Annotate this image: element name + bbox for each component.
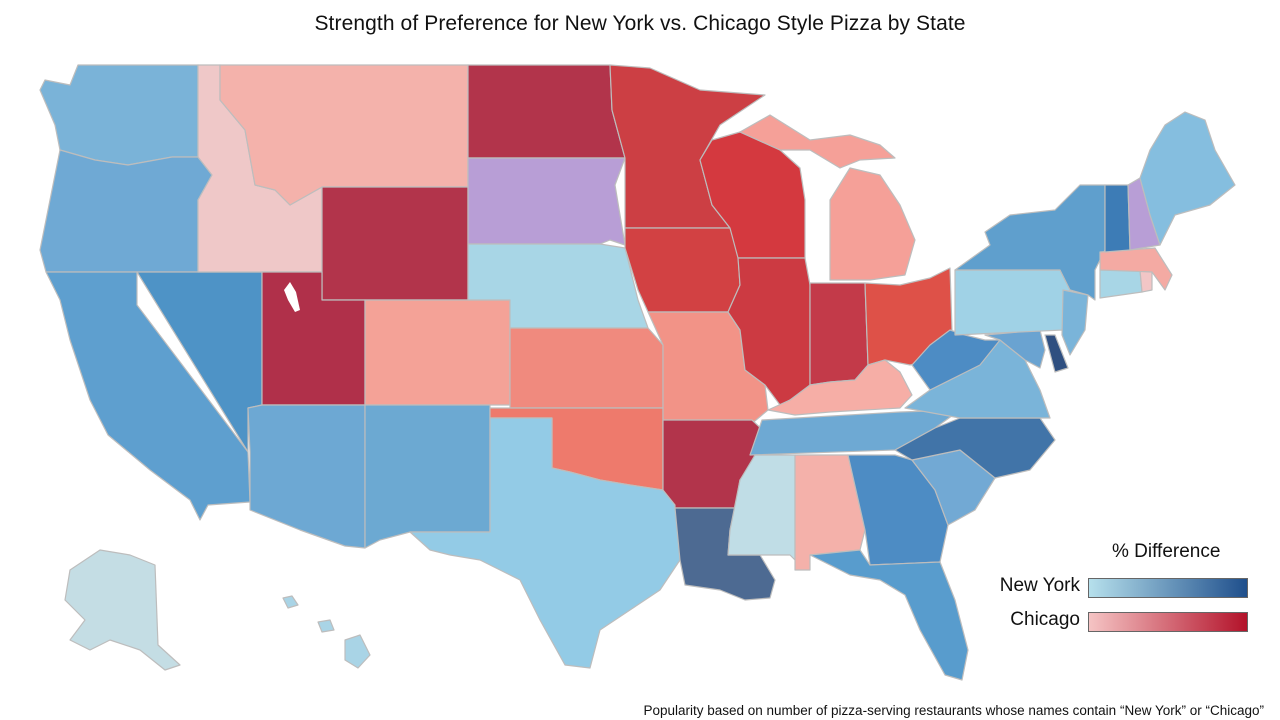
state-wyoming[interactable]: [321, 186, 469, 301]
state-kentucky[interactable]: [767, 359, 913, 416]
state-indiana[interactable]: [809, 282, 869, 386]
state-iowa[interactable]: [624, 227, 741, 313]
great-salt-lake: [284, 282, 300, 312]
legend-new-york-gradient: [1088, 578, 1248, 598]
state-montana[interactable]: [219, 64, 469, 206]
state-west-virginia[interactable]: [911, 329, 1001, 391]
legend-title: % Difference: [1112, 541, 1221, 562]
state-florida[interactable]: [809, 549, 969, 681]
state-oregon[interactable]: [39, 149, 213, 273]
state-south-dakota[interactable]: [467, 157, 626, 246]
state-texas[interactable]: [409, 417, 681, 669]
state-vermont[interactable]: [1104, 184, 1131, 253]
state-washington[interactable]: [39, 64, 199, 166]
state-massachusetts[interactable]: [1099, 247, 1173, 291]
map-title: Strength of Preference for New York vs. …: [314, 12, 966, 35]
legend-new-york-label: New York: [999, 575, 1080, 596]
state-michigan[interactable]: [739, 114, 916, 281]
state-new-mexico[interactable]: [364, 404, 491, 549]
state-colorado[interactable]: [364, 299, 511, 406]
state-kansas[interactable]: [509, 327, 664, 409]
legend-chicago-label: Chicago: [1010, 609, 1080, 630]
footnote: Popularity based on number of pizza-serv…: [643, 703, 1264, 718]
state-north-carolina[interactable]: [894, 417, 1056, 479]
state-hawaii[interactable]: [282, 595, 371, 669]
state-delaware[interactable]: [1044, 334, 1069, 373]
state-connecticut[interactable]: [1099, 269, 1143, 299]
state-maine[interactable]: [1139, 111, 1236, 246]
legend-chicago-gradient: [1088, 612, 1248, 632]
state-arizona[interactable]: [247, 404, 366, 549]
state-rhode-island[interactable]: [1139, 269, 1153, 293]
state-pennsylvania[interactable]: [954, 269, 1071, 336]
state-north-dakota[interactable]: [467, 64, 626, 159]
state-alaska[interactable]: [64, 549, 181, 671]
state-california[interactable]: [45, 271, 251, 521]
state-new-jersey[interactable]: [1061, 289, 1089, 356]
